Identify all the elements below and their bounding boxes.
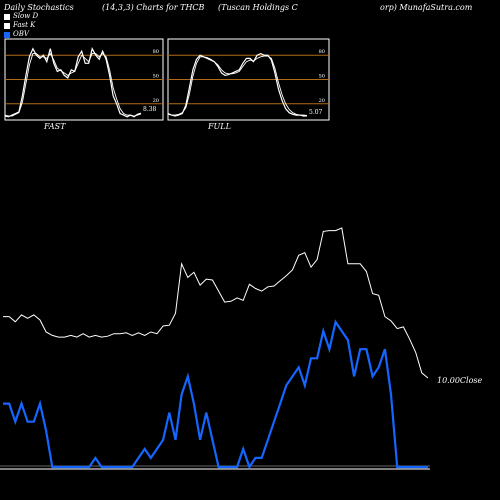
chart-title-source: orp) MunafaSutra.com	[380, 3, 473, 12]
chart-title-company: (Tuscan Holdings C	[218, 3, 298, 12]
panel-fast-series-slow-d	[4, 52, 142, 117]
legend: Slow D Fast K OBV	[4, 12, 38, 39]
panel-full-series-slow-d	[167, 55, 308, 116]
panel-fast-tick-label: 20	[153, 98, 159, 104]
panel-full-tick-label: 20	[319, 98, 325, 104]
panel-fast-tick-label: 50	[153, 74, 159, 80]
close-last-value-label: 10.00Close	[437, 376, 483, 385]
panel-fast-last-value: 8.38	[143, 106, 157, 113]
series-obv-line	[3, 319, 428, 470]
panel-fast-series-fast-k	[4, 47, 142, 118]
legend-item-obv: OBV	[4, 30, 38, 39]
legend-item-slow-d: Slow D	[4, 12, 38, 21]
panel-fast-label: FAST	[44, 122, 66, 131]
legend-swatch-slow-d	[4, 13, 10, 20]
legend-label-fast-k: Fast K	[13, 21, 36, 29]
panel-full-tick-label: 50	[319, 74, 325, 80]
legend-label-slow-d: Slow D	[13, 12, 39, 20]
series-close-line	[3, 227, 429, 379]
panel-full-last-value: 5.07	[309, 109, 323, 116]
legend-label-obv: OBV	[13, 30, 29, 38]
panel-fast-tick-label: 80	[153, 49, 159, 55]
legend-swatch-obv	[4, 31, 10, 38]
chart-title-center: (14,3,3) Charts for THCB	[102, 3, 205, 12]
panel-full-tick-label: 80	[319, 49, 325, 55]
panel-full-series-fast-k	[167, 52, 308, 117]
panel-full-label: FULL	[208, 122, 231, 131]
chart-title-left: Daily Stochastics	[4, 3, 74, 12]
legend-item-fast-k: Fast K	[4, 21, 38, 30]
legend-swatch-fast-k	[4, 22, 10, 29]
